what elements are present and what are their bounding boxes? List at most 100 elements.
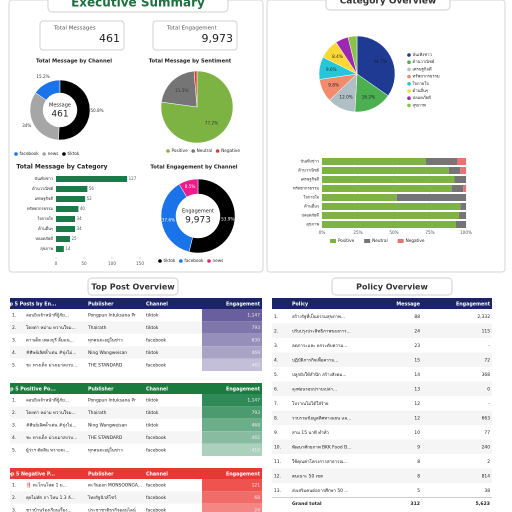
kpi-box	[39, 20, 125, 51]
table-cell: 11.	[274, 459, 281, 465]
table-cell: tiktok	[146, 410, 159, 416]
table-row	[10, 491, 262, 504]
table-cell: ปฏิบัติภารกิจเพื่อความ...	[292, 356, 338, 363]
kpi-label: Total Engagement	[166, 26, 218, 32]
column-header: Engagement	[226, 301, 261, 307]
table-cell: พัฒนาศักยภาพ BKK Food B...	[292, 444, 351, 450]
legend-label: Negative	[221, 148, 240, 153]
bar-segment	[322, 185, 452, 192]
kpi-value: 461	[99, 32, 120, 45]
engagement-cell	[202, 321, 262, 334]
table-cell: 3.	[274, 343, 278, 349]
engagement-cell	[202, 443, 262, 456]
legend-label: ใจกายใจ	[413, 80, 430, 86]
table-cell: 10	[414, 430, 420, 436]
slice	[193, 70, 198, 108]
legend-swatch	[397, 239, 404, 243]
value-label: 52	[87, 196, 93, 201]
table-cell: 2.	[12, 325, 16, 331]
legend-label: บันเทิงข่าว	[413, 52, 433, 57]
x-tick-label: 0	[55, 261, 58, 266]
table-cell: 5	[417, 488, 420, 494]
slice	[58, 79, 91, 141]
slice	[160, 70, 234, 144]
table-cell: โดยด่า หม่าม หวานใจม...	[26, 324, 76, 331]
total-label: Grand total	[292, 501, 322, 507]
table-cell: 8	[417, 459, 420, 465]
engagement-cell	[202, 406, 262, 419]
legend-swatch	[215, 149, 220, 153]
table-cell: 5.	[12, 447, 16, 453]
legend-label: Neutral	[197, 148, 212, 153]
engagement-cell	[202, 309, 262, 322]
x-tick-label: 100	[108, 261, 116, 266]
table-cell: 4.	[12, 435, 16, 441]
table-cell: 88	[414, 314, 420, 320]
column-header: Top 5 Negative P...	[5, 471, 55, 477]
x-tick-label: 50	[81, 261, 87, 266]
table-cell: ดาวเด็ด เพลงบุรี ลิ้มแน...	[26, 336, 74, 344]
table-cell: ชะ ทางเด็ก ม่วงเมาสงวบ...	[26, 433, 77, 441]
table-row	[272, 454, 492, 469]
bar-segment	[322, 158, 426, 165]
legend-swatch	[407, 82, 411, 86]
legend-label: Positive	[172, 148, 189, 153]
table-cell: 1,147	[247, 313, 260, 319]
category-label: ด้านอื่นๆ	[38, 226, 53, 231]
kpi-value: 9,973	[202, 32, 234, 45]
table-cell: tiktok	[146, 350, 159, 356]
summary-card	[8, 0, 264, 273]
table-cell: Pongpun Intuksana Pr	[88, 313, 136, 319]
legend-swatch	[364, 239, 371, 243]
bar	[56, 196, 86, 202]
legend-label: ด้านอื่นๆ	[413, 87, 429, 93]
table-cell: 462	[252, 435, 261, 441]
table-row	[272, 352, 492, 367]
column-header: Publisher	[88, 301, 114, 307]
table-cell: 2.	[12, 410, 16, 416]
table-cell: ใช้คุณค่าโครงการสาธารณ...	[292, 458, 348, 465]
table-cell: 2	[487, 459, 490, 465]
bar-segment	[451, 185, 464, 192]
table-cell: คนเนาะ 50 เขต	[292, 473, 323, 479]
table-cell: Thairath	[87, 325, 107, 331]
engagement-cell	[202, 431, 262, 444]
legend-swatch	[207, 259, 211, 263]
bar-segment	[322, 194, 397, 201]
kpi-box	[152, 20, 238, 51]
table-cell: ตะวันออก MONSOONGA...	[88, 483, 142, 489]
table-cell: facebook	[146, 362, 167, 368]
engagement-cell	[202, 491, 262, 504]
table-row	[10, 394, 262, 407]
section-title: Top Post Overview	[91, 283, 175, 292]
table-cell: 8	[417, 473, 420, 479]
legend-label: สุขภาพ	[413, 102, 427, 108]
column-header: Channel	[146, 386, 168, 392]
x-tick-label: 50%	[389, 230, 398, 235]
table-cell: Ning Wangweisan	[88, 350, 127, 356]
total-cell: 5,623	[475, 501, 490, 507]
table-cell: facebook	[146, 338, 167, 344]
table-row	[272, 323, 492, 338]
value-label: 56	[89, 186, 95, 191]
title-box	[87, 277, 179, 296]
value-label: 14	[65, 246, 71, 251]
slice-label: 37.6%	[162, 217, 175, 222]
table-cell: THE STANDARD	[87, 435, 123, 441]
table-cell: ไทยรัฐนิวส์โชว์	[87, 494, 117, 501]
bar	[56, 186, 88, 192]
slice	[178, 178, 199, 198]
column-header: Policy	[292, 301, 309, 307]
bar-segment	[455, 221, 466, 228]
engagement-cell	[202, 394, 262, 407]
table-row	[10, 418, 262, 432]
table-cell: ประชาชาติธุรกิจออนไลน์	[88, 508, 136, 512]
table-cell: ‼️ ตะโกนโหด 1 ม...	[26, 482, 67, 489]
slice-label: 16.2%	[362, 94, 375, 99]
legend-label: news	[48, 151, 59, 156]
center-label: Message	[49, 103, 71, 109]
table-row	[10, 479, 262, 492]
table-cell: 468	[252, 423, 261, 429]
table-row	[10, 406, 262, 419]
